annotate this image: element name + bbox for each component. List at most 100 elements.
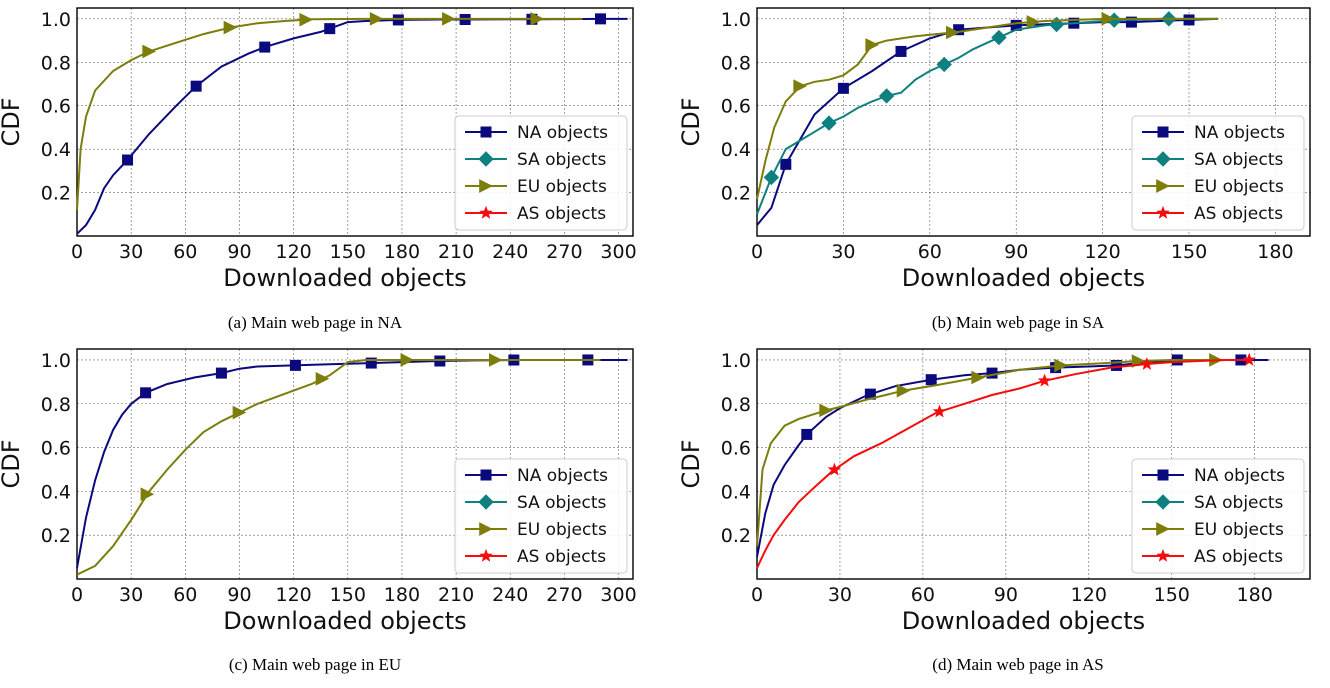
legend: NA objects SA objects EU objects AS objects [1131,115,1305,231]
series-marker [1037,373,1052,387]
x-tick-label: 60 [918,241,942,263]
legend-label: NA objects [517,123,608,143]
x-axis-label: Downloaded objects [902,264,1145,292]
legend-label: SA objects [1194,150,1284,170]
y-tick-label: 0.2 [721,183,751,205]
series-marker [365,357,377,369]
x-tick-label: 150 [1171,241,1207,263]
legend-label: EU objects [517,520,607,540]
panel-3: 0 30 60 90 120 150 180 0.2 0.4 0.6 0.8 1.0 Downloade… [677,348,1311,635]
x-tick-label: 120 [1071,584,1107,606]
series-marker [259,41,271,53]
panel-d-caption: (d) Main web page in AS [932,655,1104,674]
series-marker [896,383,911,398]
x-tick-label: 30 [831,241,855,263]
legend-box [454,458,628,574]
series-marker [530,12,545,26]
series-marker [369,12,384,26]
panel-b-caption: (b) Main web page in SA [931,313,1105,332]
series-marker [289,359,301,371]
y-axis-label: CDF [677,439,705,488]
x-tick-label: 180 [1237,584,1273,606]
series-marker [780,158,792,170]
y-tick-label: 0.8 [41,52,71,74]
legend-box [454,115,628,231]
series-marker [392,14,404,26]
legend-marker [1155,494,1171,510]
series-EU [76,12,583,210]
x-tick-label: 0 [71,241,83,263]
x-tick-label: 60 [911,584,935,606]
legend-label: NA objects [1194,123,1285,143]
series-marker [986,367,998,379]
x-tick-label: 30 [119,241,143,263]
series-marker [142,44,157,59]
series-marker [190,80,202,92]
x-axis-label: Downloaded objects [223,264,466,292]
legend-marker [479,205,493,219]
series-marker [1242,352,1256,366]
legend: NA objects SA objects EU objects AS objects [1131,458,1305,574]
x-tick-label: 300 [600,584,636,606]
x-tick-label: 150 [330,241,366,263]
legend-marker [479,522,493,536]
x-tick-label: 180 [1257,241,1293,263]
legend-label: NA objects [517,466,608,486]
x-tick-label: 270 [546,584,582,606]
series-AS [756,352,1256,569]
x-tick-label: 120 [275,241,311,263]
panel-0: 0 30 60 90 120 150 180 210 240 270 300 0.2 0.4 0.6 0.8… [0,7,637,292]
legend-marker [1156,179,1170,193]
series-marker [864,388,876,400]
y-tick-label: 0.6 [721,96,751,118]
y-tick-label: 1.0 [721,350,751,372]
x-tick-label: 30 [119,584,143,606]
y-tick-label: 0.4 [721,481,751,503]
y-tick-label: 0.8 [721,52,751,74]
legend-label: AS objects [1194,547,1283,567]
legend-label: EU objects [1194,177,1284,197]
panel-1: 0 30 60 90 120 150 180 0.2 0.4 0.6 0.8 1.0 Downloade… [677,7,1311,292]
legend-marker [479,179,493,193]
legend-marker [479,548,493,562]
x-tick-label: 180 [384,584,420,606]
y-axis-label: CDF [677,97,705,146]
x-tick-label: 30 [828,584,852,606]
series-marker [819,403,833,418]
panel-a-caption: (a) Main web page in NA [227,313,403,332]
series-marker [932,404,947,418]
x-tick-label: 270 [546,241,582,263]
legend-marker [1156,548,1170,562]
x-tick-label: 90 [1004,241,1028,263]
series-marker [140,387,152,399]
series-marker [1054,358,1068,373]
series-marker [1026,15,1041,29]
series-marker [223,20,238,35]
series-marker [1183,14,1195,26]
series-marker [595,13,607,25]
x-tick-label: 120 [1084,241,1120,263]
x-tick-label: 240 [492,584,528,606]
y-tick-label: 1.0 [41,350,71,372]
series-line [756,359,1250,569]
series-marker [991,29,1007,46]
x-tick-label: 90 [994,584,1018,606]
y-axis-label: CDF [0,439,25,488]
series-marker [763,169,780,186]
series-marker [946,25,960,40]
series-marker [122,154,134,166]
legend-label: AS objects [1194,204,1283,224]
x-tick-label: 120 [275,584,311,606]
series-marker [925,374,937,386]
y-tick-label: 0.2 [41,183,71,205]
series-marker [865,38,880,52]
x-tick-label: 210 [438,584,474,606]
x-axis-label: Downloaded objects [223,607,466,635]
y-axis-label: CDF [0,97,25,146]
legend: NA objects SA objects EU objects AS objects [454,115,628,231]
series-marker [1110,359,1122,371]
x-tick-label: 90 [227,584,251,606]
legend-label: EU objects [517,177,607,197]
series-marker [299,12,314,27]
